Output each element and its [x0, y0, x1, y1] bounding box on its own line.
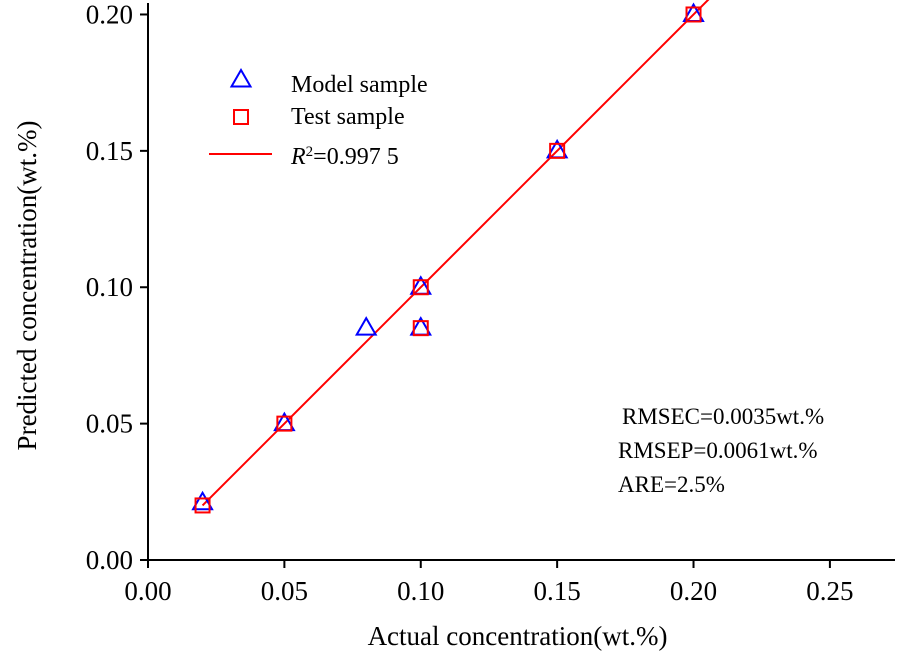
model-sample-marker [191, 490, 214, 511]
test-sample-marker [412, 320, 429, 337]
r-squared-value: =0.997 5 [313, 144, 399, 170]
statistics-annotations: RMSEC=0.0035wt.% RMSEP=0.0061wt.% ARE=2.… [618, 404, 824, 497]
legend: Model sample Test sample R2=0.997 5 [209, 67, 428, 170]
fit-line [201, 0, 710, 507]
x-ticks: 0.00 0.05 0.10 0.15 0.20 0.25 [124, 560, 854, 606]
legend-square-marker [233, 109, 249, 125]
annotation-rmsec: RMSEC=0.0035wt.% [622, 404, 824, 429]
y-tick-label: 0.00 [86, 545, 133, 575]
test-sample-marker [412, 279, 429, 296]
test-sample-marker [549, 142, 566, 159]
y-tick-label: 0.05 [86, 409, 133, 439]
legend-label-model: Model sample [291, 72, 428, 98]
annotation-rmsep: RMSEP=0.0061wt.% [618, 438, 818, 463]
legend-label-fit: R2=0.997 5 [290, 144, 399, 170]
y-axis-title: Predicted concentration(wt.%) [12, 121, 42, 451]
x-tick-label: 0.10 [397, 576, 444, 606]
x-axis-title: Actual concentration(wt.%) [368, 621, 668, 651]
x-tick-label: 0.20 [670, 576, 717, 606]
y-tick-label: 0.10 [86, 272, 133, 302]
annotation-are: ARE=2.5% [618, 472, 725, 497]
x-tick-label: 0.05 [261, 576, 308, 606]
data-markers [191, 2, 705, 514]
model-sample-marker [354, 316, 378, 336]
x-tick-label: 0.15 [534, 576, 581, 606]
test-sample-marker [194, 497, 211, 514]
y-ticks: 0.000.050.100.150.200.25 [86, 0, 148, 575]
r-symbol: R [290, 144, 306, 170]
legend-triangle-marker [229, 67, 253, 88]
y-tick-label: 0.20 [86, 0, 133, 29]
test-sample-marker [685, 6, 702, 23]
y-tick-label: 0.15 [86, 136, 133, 166]
r-superscript: 2 [306, 144, 314, 160]
test-sample-marker [276, 415, 293, 432]
legend-label-test: Test sample [291, 104, 405, 130]
x-tick-label: 0.00 [124, 576, 171, 606]
x-tick-label: 0.25 [806, 576, 853, 606]
